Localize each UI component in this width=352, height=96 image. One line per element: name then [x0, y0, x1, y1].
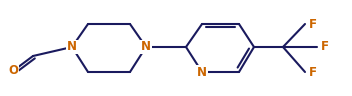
- Text: F: F: [321, 41, 329, 53]
- Text: F: F: [309, 17, 317, 31]
- Text: F: F: [309, 65, 317, 79]
- Text: O: O: [8, 65, 18, 77]
- Text: N: N: [67, 41, 77, 53]
- Text: N: N: [141, 41, 151, 53]
- Text: N: N: [197, 65, 207, 79]
